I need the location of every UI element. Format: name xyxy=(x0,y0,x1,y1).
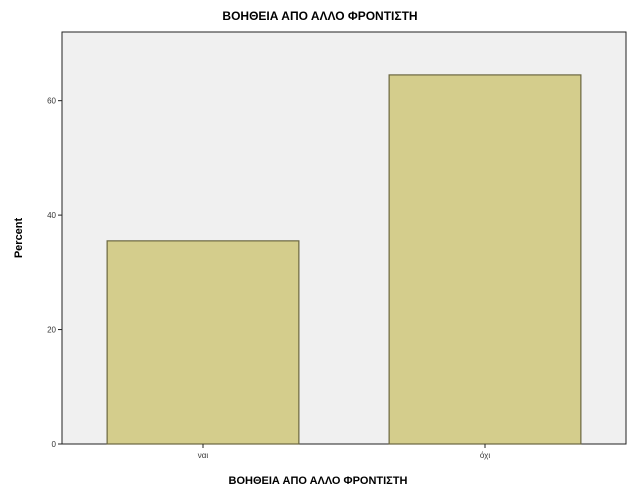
y-axis-label: Percent xyxy=(13,217,25,258)
y-axis: 0 20 40 60 xyxy=(47,97,62,449)
x-axis: ναι όχι xyxy=(198,444,490,460)
x-tick-label: ναι xyxy=(198,451,209,460)
chart-title: ΒΟΗΘΕΙΑ ΑΠΟ ΑΛΛΟ ΦΡΟΝΤΙΣΤΗ xyxy=(222,9,417,23)
y-tick-label: 60 xyxy=(47,97,56,106)
y-tick-label: 0 xyxy=(52,440,57,449)
x-axis-label: ΒΟΗΘΕΙΑ ΑΠΟ ΑΛΛΟ ΦΡΟΝΤΙΣΤΗ xyxy=(229,475,408,487)
x-tick-label: όχι xyxy=(480,451,490,460)
bar-0 xyxy=(106,240,300,445)
y-tick-label: 40 xyxy=(47,211,56,220)
bar-1 xyxy=(388,74,582,445)
bars-layer xyxy=(106,74,582,445)
y-tick-label: 20 xyxy=(47,326,56,335)
